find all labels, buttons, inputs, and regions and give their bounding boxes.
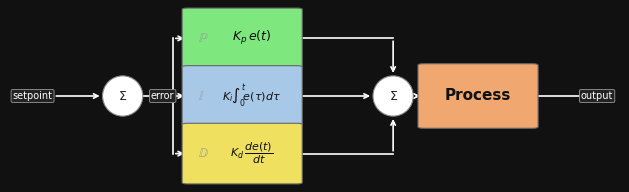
Text: $\mathbb{P}$: $\mathbb{P}$: [199, 32, 209, 45]
Ellipse shape: [103, 76, 143, 116]
FancyBboxPatch shape: [182, 123, 302, 184]
FancyBboxPatch shape: [182, 8, 302, 69]
Text: $\mathbb{D}$: $\mathbb{D}$: [199, 147, 209, 160]
Text: output: output: [581, 91, 613, 101]
Ellipse shape: [373, 76, 413, 116]
FancyBboxPatch shape: [182, 66, 302, 126]
Text: $\Sigma$: $\Sigma$: [118, 89, 127, 103]
Text: setpoint: setpoint: [13, 91, 53, 101]
Text: $K_i \int_0^t\! e(\tau)d\tau$: $K_i \int_0^t\! e(\tau)d\tau$: [222, 82, 281, 110]
FancyBboxPatch shape: [418, 64, 538, 128]
Text: $\Sigma$: $\Sigma$: [389, 89, 398, 103]
Text: error: error: [151, 91, 174, 101]
Text: Process: Process: [445, 89, 511, 103]
Text: $K_d\,\dfrac{de(t)}{dt}$: $K_d\,\dfrac{de(t)}{dt}$: [230, 141, 273, 166]
Text: $K_p\, e(t)$: $K_p\, e(t)$: [232, 29, 271, 47]
Text: $\mathbb{I}$: $\mathbb{I}$: [199, 89, 205, 103]
